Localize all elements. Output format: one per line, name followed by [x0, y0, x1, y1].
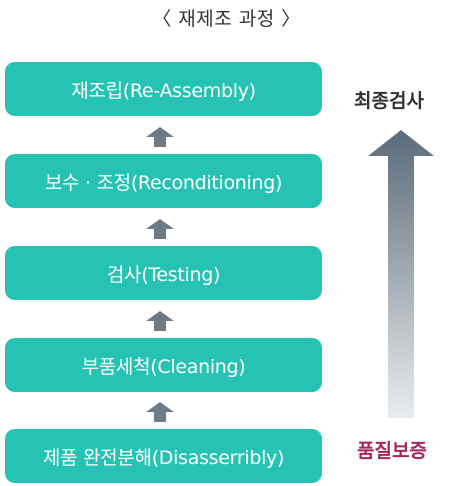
up-arrow-icon	[146, 127, 174, 147]
step-disassembly: 제품 완전분해(Disasserribly)	[5, 429, 322, 483]
up-arrow-icon	[146, 219, 174, 239]
diagram-title: 〈 재제조 과정 〉	[152, 8, 301, 30]
final-inspection-label: 최종검사	[354, 90, 424, 112]
up-arrow-icon	[146, 311, 174, 331]
quality-assurance-label: 품질보증	[357, 440, 427, 462]
step-reconditioning: 보수 · 조정(Reconditioning)	[5, 154, 322, 208]
step-label: 제품 완전분해(Disasserribly)	[42, 446, 285, 469]
up-arrow-icon	[146, 402, 174, 422]
step-label: 검사(Testing)	[106, 263, 221, 286]
step-reassembly: 재조립(Re-Assembly)	[5, 62, 322, 116]
step-label: 부품세척(Cleaning)	[81, 355, 246, 378]
step-cleaning: 부품세척(Cleaning)	[5, 338, 322, 392]
step-label: 보수 · 조정(Reconditioning)	[44, 171, 283, 194]
gradient-up-arrow-icon	[368, 130, 434, 418]
step-label: 재조립(Re-Assembly)	[71, 79, 256, 102]
step-testing: 검사(Testing)	[5, 246, 322, 300]
